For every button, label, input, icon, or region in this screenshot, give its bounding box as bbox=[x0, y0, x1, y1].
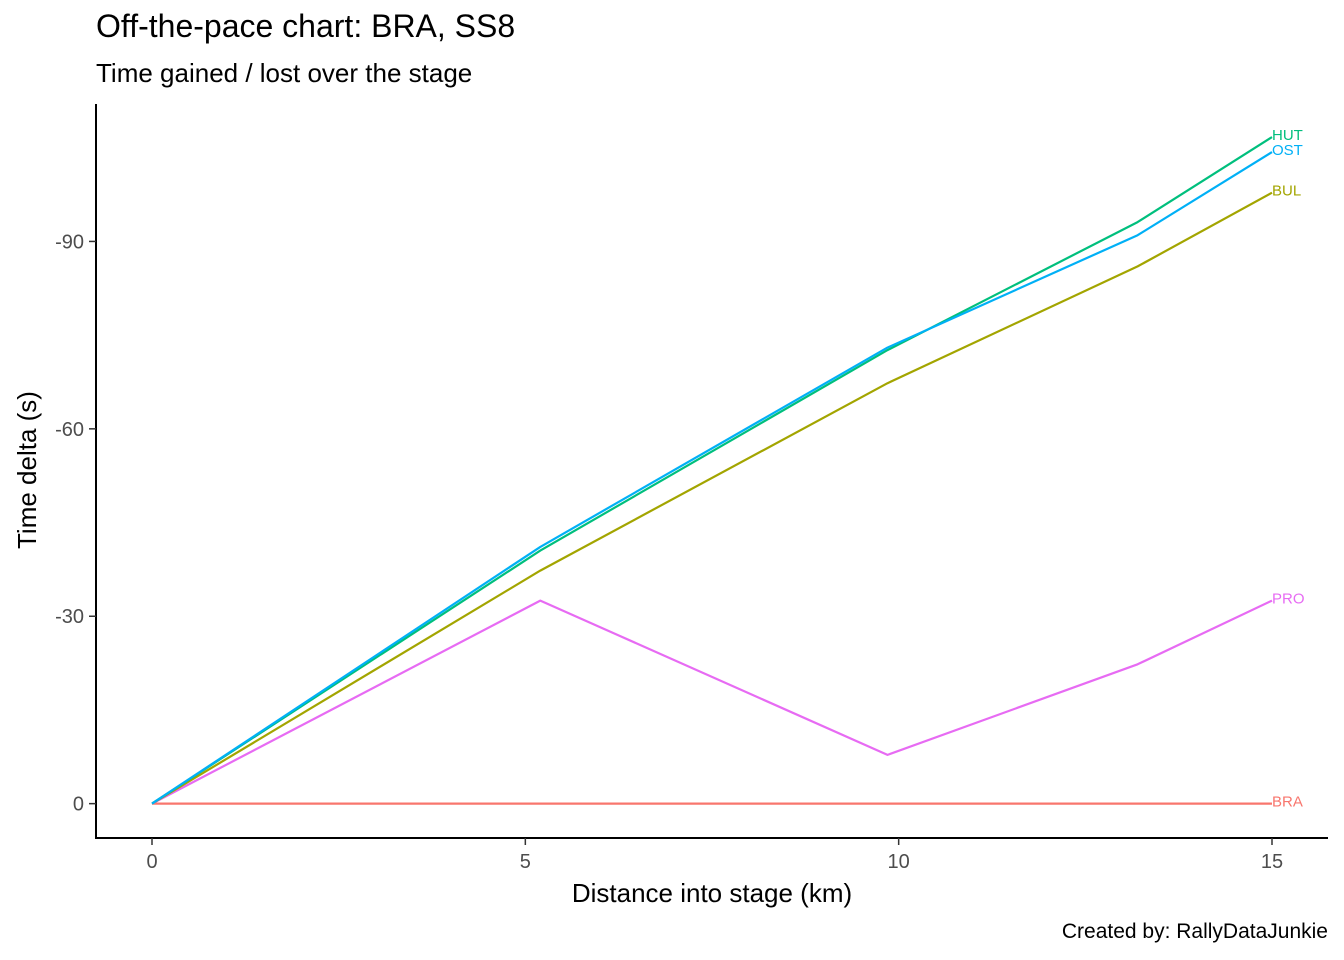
y-tick-label: -60 bbox=[55, 419, 84, 441]
x-tick-label: 10 bbox=[888, 851, 910, 873]
x-tick-label: 5 bbox=[520, 851, 531, 873]
series-lines bbox=[151, 136, 1273, 805]
series-line-pro bbox=[151, 599, 1273, 805]
x-axis-title: Distance into stage (km) bbox=[572, 878, 852, 908]
end-label-pro: PRO bbox=[1272, 591, 1305, 608]
end-label-ost: OST bbox=[1272, 142, 1303, 159]
x-tick-label: 0 bbox=[146, 851, 157, 873]
y-axis-title: Time delta (s) bbox=[12, 391, 42, 549]
y-tick-label: 0 bbox=[73, 794, 84, 816]
axes: 0 5 10 15 0 -30 -60 -90 bbox=[55, 104, 1328, 873]
end-label-hut: HUT bbox=[1272, 127, 1303, 144]
x-tick-label: 15 bbox=[1261, 851, 1283, 873]
series-line-hut bbox=[151, 136, 1273, 805]
chart-title: Off-the-pace chart: BRA, SS8 bbox=[96, 8, 516, 44]
series-line-ost bbox=[151, 151, 1273, 805]
chart-subtitle: Time gained / lost over the stage bbox=[96, 58, 473, 88]
chart-caption: Created by: RallyDataJunkie bbox=[1061, 920, 1328, 943]
end-label-bul: BUL bbox=[1272, 183, 1301, 200]
series-line-bul bbox=[151, 191, 1273, 805]
end-label-bra: BRA bbox=[1272, 794, 1303, 811]
y-tick-label: -30 bbox=[55, 606, 84, 628]
y-tick-label: -90 bbox=[55, 231, 84, 253]
